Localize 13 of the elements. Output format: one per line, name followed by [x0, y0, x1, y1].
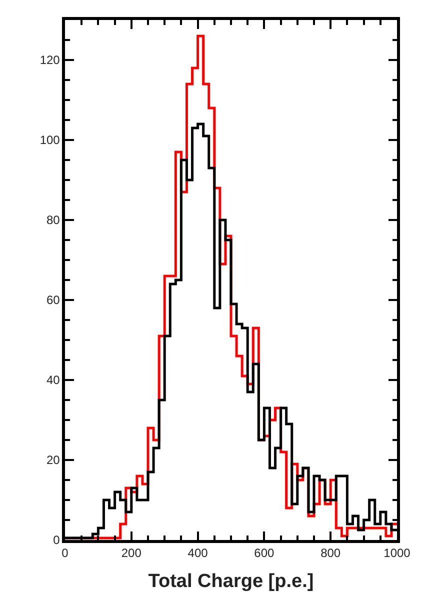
- x-tick-label: 600: [254, 546, 275, 560]
- y-tick-label: 40: [46, 373, 60, 388]
- y-tick-label: 120: [40, 53, 60, 68]
- y-tick-label: 60: [46, 293, 60, 308]
- x-tick-label: 200: [121, 546, 142, 560]
- x-tick-label: 400: [188, 546, 208, 560]
- x-tick-label: 800: [320, 546, 341, 560]
- x-tick-label: 1000: [384, 546, 411, 560]
- x-axis-title: Total Charge [p.e.]: [148, 570, 314, 592]
- y-tick-label: 100: [40, 133, 60, 148]
- y-tick-label: 80: [46, 213, 60, 228]
- y-tick-label: 0: [53, 533, 60, 548]
- y-tick-label: 20: [46, 453, 60, 468]
